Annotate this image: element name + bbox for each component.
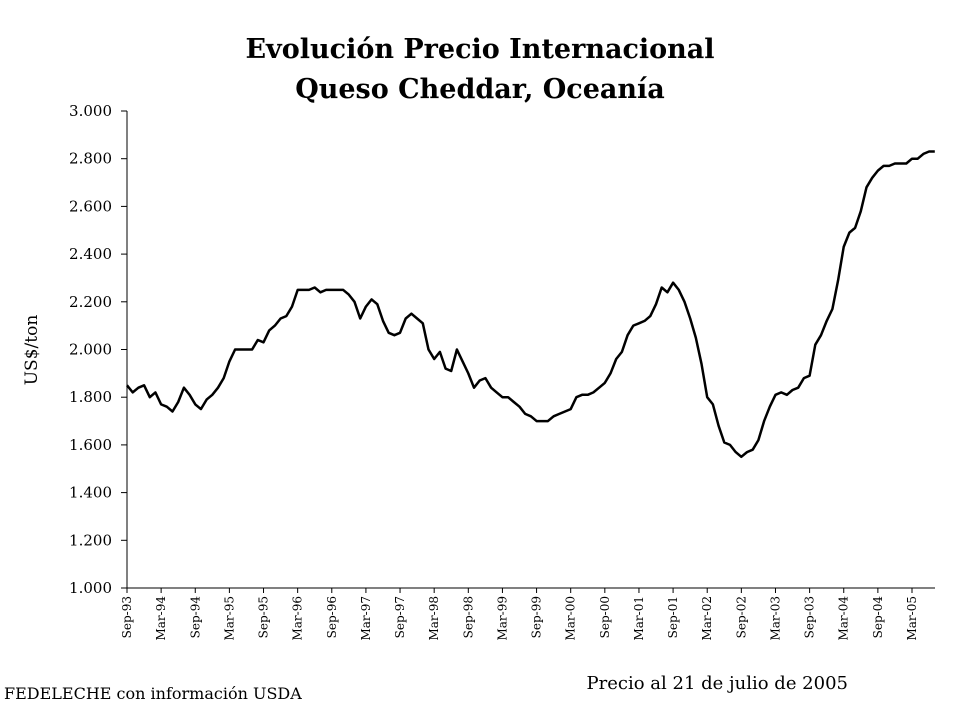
x-tick-label: Sep-00 bbox=[598, 596, 612, 638]
x-tick-label: Sep-01 bbox=[666, 596, 680, 638]
x-tick-label: Mar-99 bbox=[495, 596, 509, 641]
x-tick-label: Mar-94 bbox=[154, 596, 168, 641]
chart-title: Evolución Precio Internacional bbox=[245, 34, 714, 65]
x-tick-label: Sep-04 bbox=[871, 596, 885, 639]
x-tick-label: Sep-93 bbox=[120, 596, 134, 638]
y-tick-label: 2.000 bbox=[69, 341, 112, 359]
x-tick-label: Mar-98 bbox=[427, 596, 441, 641]
x-tick-label: Sep-96 bbox=[325, 596, 339, 638]
line bbox=[126, 150, 935, 459]
y-tick-label: 1.600 bbox=[69, 436, 112, 454]
x-tick-label: Sep-02 bbox=[734, 596, 748, 638]
y-tick-label: 1.800 bbox=[69, 388, 112, 406]
y-tick-label: 1.400 bbox=[69, 484, 112, 502]
x-tick-label: Mar-04 bbox=[837, 596, 851, 641]
chart-title: Queso Cheddar, Oceanía bbox=[295, 74, 665, 105]
x-tick-label: Mar-03 bbox=[768, 596, 782, 641]
y-tick-label: 2.400 bbox=[69, 245, 112, 263]
x-tick-label: Sep-94 bbox=[188, 596, 202, 639]
x-tick-label: Mar-96 bbox=[291, 596, 305, 641]
y-tick-label: 2.600 bbox=[69, 197, 112, 215]
y-tick-label: 1.000 bbox=[69, 579, 112, 597]
x-tick-label: Mar-02 bbox=[700, 596, 714, 641]
annotation: Precio al 21 de julio de 2005 bbox=[587, 673, 848, 694]
x-tick-label: Sep-98 bbox=[461, 596, 475, 638]
x-tick-label: Sep-99 bbox=[530, 596, 544, 638]
y-tick-label: 1.200 bbox=[69, 531, 112, 549]
x-tick-label: Mar-01 bbox=[632, 596, 646, 641]
x-tick-label: Sep-97 bbox=[393, 596, 407, 638]
x-tick-label: Mar-00 bbox=[564, 596, 578, 641]
x-tick-label: Mar-95 bbox=[222, 596, 236, 641]
y-tick-label: 2.800 bbox=[69, 150, 112, 168]
y-tick-label: 3.000 bbox=[69, 102, 112, 120]
x-tick-label: Sep-95 bbox=[257, 596, 271, 638]
source: FEDELECHE con información USDA bbox=[4, 684, 302, 703]
y-axis-label: US$/ton bbox=[22, 315, 42, 386]
x-tick-label: Sep-03 bbox=[803, 596, 817, 638]
y-tick-label: 2.200 bbox=[69, 293, 112, 311]
x-tick-label: Mar-97 bbox=[359, 596, 373, 641]
x-tick-label: Mar-05 bbox=[905, 596, 919, 641]
